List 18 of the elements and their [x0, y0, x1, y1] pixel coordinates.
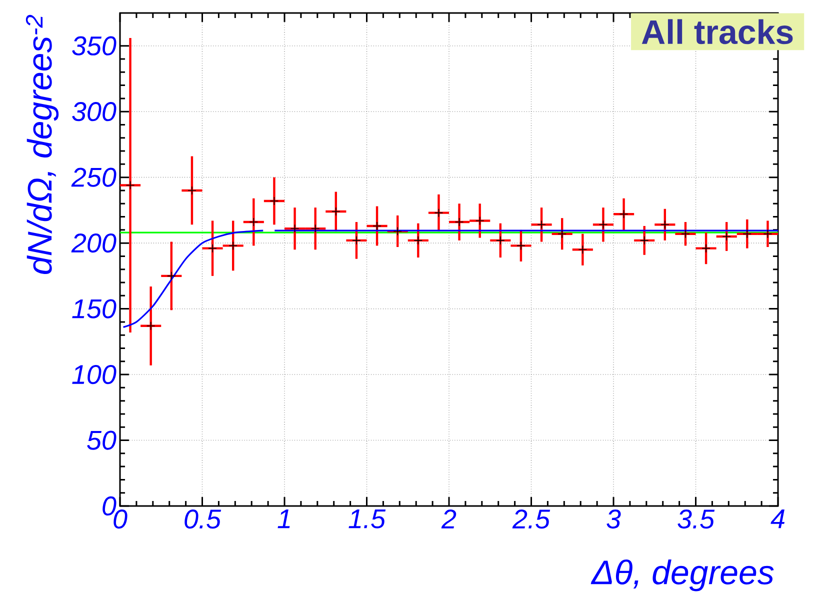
y-tick-label: 250: [71, 168, 116, 187]
y-axis-title: dN/dΩ, degrees$^{-2}$: [26, 14, 59, 274]
y-tick-label: 50: [87, 430, 116, 450]
y-tick-label: 300: [72, 102, 116, 122]
x-axis-title: Δθ, degrees: [590, 560, 774, 592]
y-tick-label: 150: [72, 299, 116, 318]
annotation: All tracks: [642, 19, 793, 44]
y-tick-label: 350: [72, 36, 116, 56]
x-tick-label: 1.5: [348, 510, 386, 528]
x-tick-label: 3.5: [678, 510, 715, 529]
x-tick-label: 0.5: [184, 510, 222, 529]
x-tick-label: 4: [770, 510, 784, 528]
x-tick-label: 3: [606, 510, 621, 529]
x-tick-label: 2.5: [512, 510, 550, 529]
x-tick-label: 2: [441, 510, 456, 528]
y-tick-label: 100: [72, 364, 116, 384]
y-tick-label: 200: [71, 234, 116, 253]
x-tick-label: 1: [278, 510, 290, 528]
